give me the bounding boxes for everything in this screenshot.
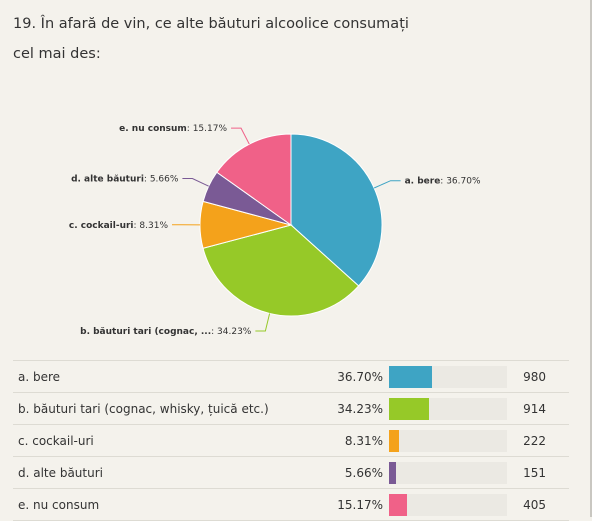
pie-slice-label: a. bere: 36.70% [405, 177, 481, 187]
table-row: d. alte băuturi 5.66% 151 [13, 457, 569, 489]
bar-fill [389, 462, 396, 484]
row-count: 980 [515, 361, 569, 393]
row-bar [387, 489, 515, 521]
table-row: c. cockail-uri 8.31% 222 [13, 425, 569, 457]
pie-leader-line [374, 181, 400, 188]
bar-fill [389, 430, 399, 452]
row-count: 222 [515, 425, 569, 457]
row-label: e. nu consum [13, 489, 318, 521]
row-bar [387, 361, 515, 393]
row-count: 914 [515, 393, 569, 425]
row-label: a. bere [13, 361, 318, 393]
row-bar [387, 457, 515, 489]
pie-slice-label: c. cockail-uri: 8.31% [69, 221, 169, 231]
bar-fill [389, 366, 432, 388]
table-row: a. bere 36.70% 980 [13, 361, 569, 393]
row-count: 151 [515, 457, 569, 489]
pie-leader-line [231, 128, 249, 144]
table-row: e. nu consum 15.17% 405 [13, 489, 569, 521]
bar-track [389, 398, 507, 420]
bar-fill [389, 494, 407, 516]
results-table: a. bere 36.70% 980 b. băuturi tari (cogn… [13, 360, 569, 521]
pie-slice-label: d. alte băuturi: 5.66% [71, 175, 179, 185]
bar-track [389, 430, 507, 452]
row-label: c. cockail-uri [13, 425, 318, 457]
table-row: b. băuturi tari (cognac, whisky, țuică e… [13, 393, 569, 425]
pie-slice-label: b. băuturi tari (cognac, ...: 34.23% [80, 327, 252, 337]
row-percent: 34.23% [318, 393, 387, 425]
row-bar [387, 425, 515, 457]
row-label: b. băuturi tari (cognac, whisky, țuică e… [13, 393, 318, 425]
bar-track [389, 366, 507, 388]
bar-track [389, 494, 507, 516]
row-percent: 15.17% [318, 489, 387, 521]
pie-leader-line [255, 313, 269, 330]
bar-fill [389, 398, 429, 420]
pie-slice-label: e. nu consum: 15.17% [119, 124, 227, 134]
row-bar [387, 393, 515, 425]
row-percent: 36.70% [318, 361, 387, 393]
pie-leader-line [182, 179, 208, 187]
row-percent: 8.31% [318, 425, 387, 457]
row-count: 405 [515, 489, 569, 521]
bar-track [389, 462, 507, 484]
row-percent: 5.66% [318, 457, 387, 489]
row-label: d. alte băuturi [13, 457, 318, 489]
pie-chart: a. bere: 36.70% b. băuturi tari (cognac, … [0, 0, 592, 360]
